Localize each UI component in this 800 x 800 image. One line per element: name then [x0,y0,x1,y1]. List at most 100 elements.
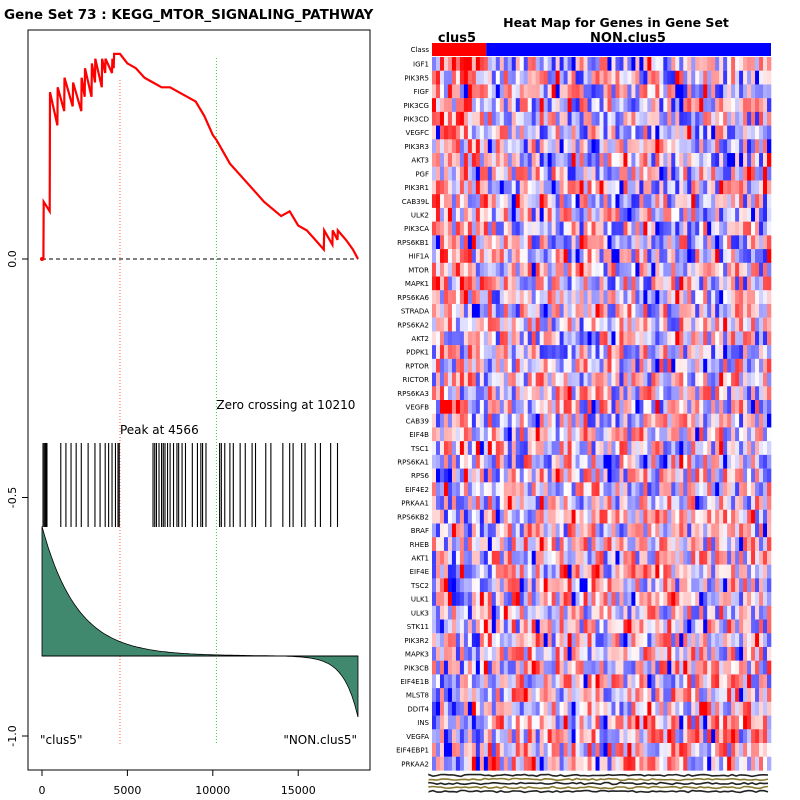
heatmap-cell [603,249,608,263]
heatmap-cell [591,194,596,209]
heatmap-cell [455,331,461,346]
heatmap-cell [663,84,668,99]
heatmap-cell [551,454,556,469]
heatmap-cell [639,550,644,565]
heatmap-cell [643,674,648,689]
heatmap-cell [663,166,668,181]
heatmap-cell [731,550,736,565]
heatmap-cell [471,454,477,469]
heatmap-cell [459,454,465,469]
heatmap-cell [631,303,636,318]
heatmap-cell [707,84,712,99]
heatmap-cell [499,564,505,579]
heatmap-cell [435,194,441,209]
heatmap-cell [691,592,696,606]
heatmap-cell [519,646,525,661]
heatmap-cell [575,276,580,291]
heatmap-cell [523,482,529,497]
heatmap-cell [763,578,768,593]
heatmap-cell [743,509,748,524]
heatmap-cell [479,262,485,277]
heatmap-cell [715,84,720,99]
heatmap-cell [435,619,441,634]
heatmap-cell [439,578,445,593]
heatmap-cell [571,276,576,291]
heatmap-cell [547,592,552,606]
heatmap-cell [699,646,704,661]
heatmap-cell [755,317,760,332]
heatmap-cell [507,592,513,606]
heatmap-cell [579,564,584,579]
heatmap-cell [599,605,604,620]
heatmap-cell [471,70,477,85]
heatmap-cell [703,400,708,414]
heatmap-cell [439,468,445,483]
heatmap-cell [531,276,536,291]
heatmap-cell [571,303,576,318]
heatmap-cell [699,386,704,401]
heatmap-cell [432,358,437,373]
heatmap-cell [699,468,704,483]
heatmap-cell [671,125,676,140]
heatmap-cell [471,578,477,593]
heatmap-cell [623,729,628,744]
heatmap-cell [571,180,576,195]
heatmap-cell [503,262,509,277]
heatmap-cell [759,509,764,524]
heatmap-cell [499,400,505,414]
heatmap-cell [499,605,505,620]
heatmap-cell [667,688,672,703]
heatmap-cell [639,125,644,140]
heatmap-cell [655,674,660,689]
heatmap-cell [559,139,564,154]
heatmap-cell [583,701,588,716]
heatmap-cell [567,303,572,318]
heatmap-cell [531,358,536,373]
heatmap-cell [651,592,656,606]
y-tick-label: -1.0 [6,725,19,746]
heatmap-cell [543,496,548,510]
heatmap-cell [731,743,736,757]
heatmap-cell [639,331,644,346]
heatmap-cell [707,125,712,140]
heatmap-cell [679,98,684,113]
heatmap-cell [759,496,764,510]
heatmap-cell [743,688,748,703]
heatmap-cell [751,592,756,606]
heatmap-cell [507,98,513,113]
heatmap-cell [447,139,453,154]
heatmap-cell [563,729,568,744]
heatmap-cell [451,139,457,154]
heatmap-cell [723,441,728,456]
heatmap-cell [619,139,624,154]
heatmap-cell [499,125,505,140]
heatmap-cell [715,564,720,579]
heatmap-cell [555,400,560,414]
heatmap-cell [763,743,768,757]
heatmap-cell [603,619,608,634]
heatmap-cell [619,358,624,373]
heatmap-cell [687,180,692,195]
heatmap-cell [703,386,708,401]
heatmap-cell [467,578,473,593]
heatmap-cell [667,564,672,579]
heatmap-cell [647,331,652,346]
heatmap-cell [523,633,529,648]
heatmap-cell [607,235,612,250]
heatmap-cell [663,303,668,318]
heatmap-cell [555,633,560,648]
heatmap-cell [735,729,740,744]
heatmap-cell [711,303,716,318]
heatmap-cell [719,496,724,510]
heatmap-cell [547,578,552,593]
heatmap-cell [679,688,684,703]
heatmap-cell [607,537,612,552]
heatmap-cell [507,111,513,126]
heatmap-cell [663,674,668,689]
heatmap-cell [571,262,576,277]
heatmap-cell [551,57,556,71]
heatmap-cell [663,688,668,703]
heatmap-cell [683,715,688,730]
heatmap-cell [555,262,560,277]
heatmap-cell [439,111,445,126]
